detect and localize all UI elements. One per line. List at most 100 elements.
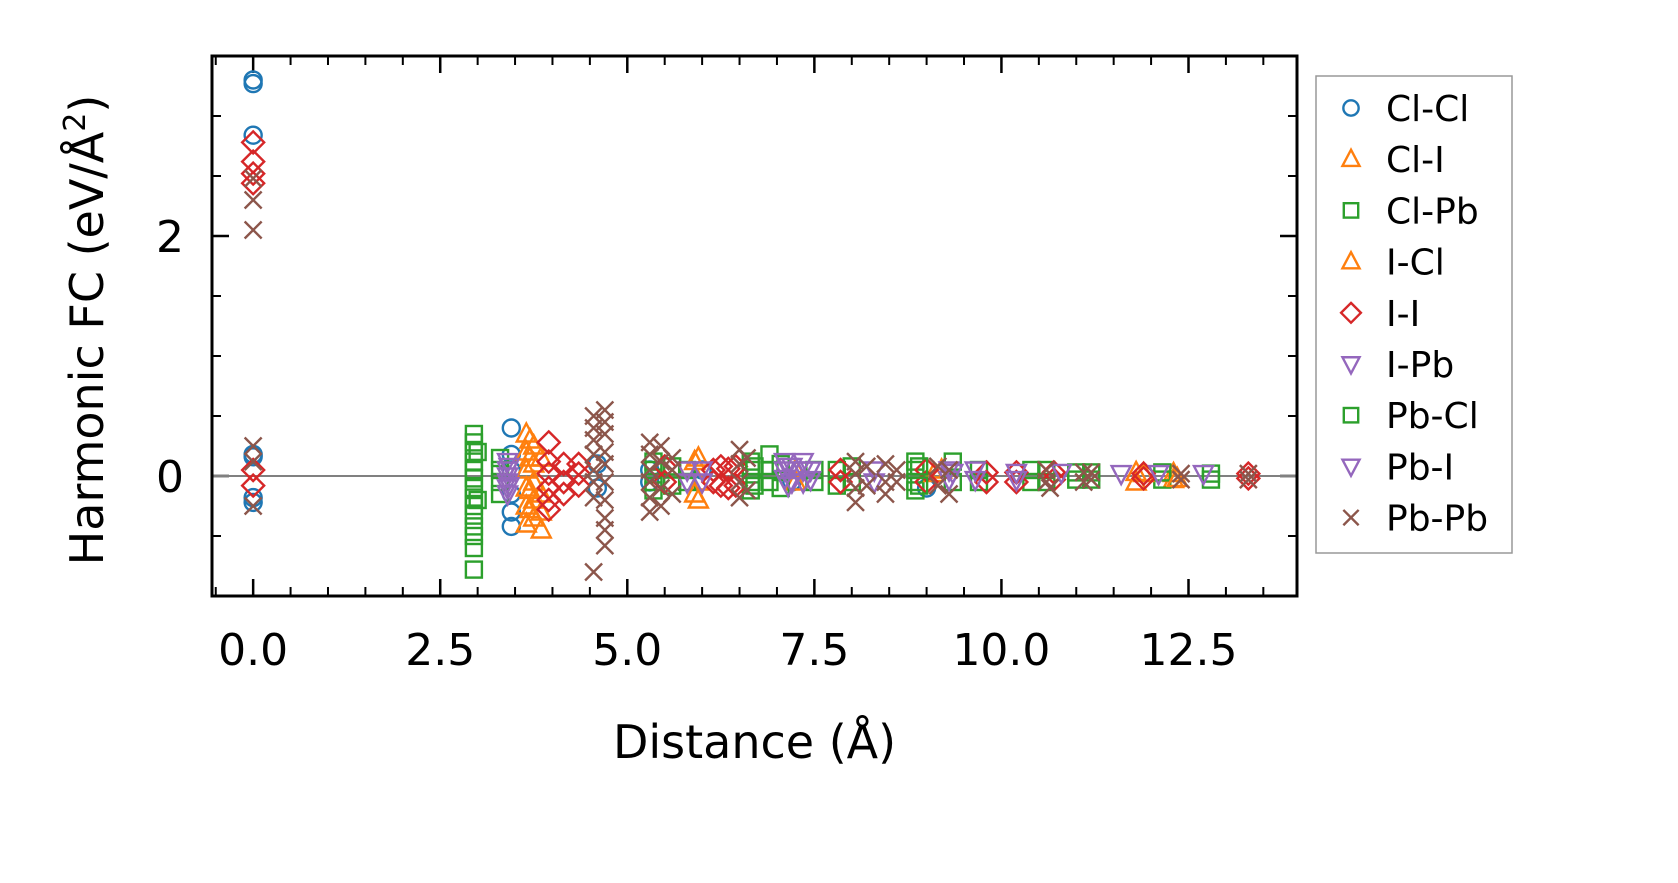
x-tick-label: 12.5 [1140, 625, 1238, 676]
legend-label: I-Cl [1386, 243, 1445, 284]
legend-entry-pb-i: Pb-I [1340, 447, 1454, 488]
legend-marker-cl-pb [1342, 201, 1360, 219]
point-i-i [565, 460, 592, 487]
point-cl-cl [243, 125, 263, 145]
point-i-i [715, 456, 742, 482]
legend-label: Pb-I [1386, 447, 1454, 488]
point-i-pb [963, 470, 987, 493]
point-i-i [723, 472, 749, 499]
legend-label: Pb-Cl [1386, 396, 1479, 437]
point-i-cl [683, 480, 707, 503]
legend-entry-i-cl: I-Cl [1340, 243, 1445, 284]
point-pb-pb [595, 520, 615, 540]
point-pb-pb [1239, 464, 1258, 483]
point-cl-i [784, 468, 808, 491]
plot-frame [210, 54, 1299, 598]
legend-entry-cl-i: Cl-I [1340, 140, 1445, 181]
point-pb-pb [1040, 478, 1060, 498]
x-tick-label: 5.0 [592, 625, 662, 676]
point-pb-pb [595, 536, 615, 555]
point-pb-pb [1171, 464, 1191, 483]
point-cl-cl [243, 73, 263, 94]
point-pb-pb [939, 484, 959, 504]
x-tick-label: 2.5 [405, 625, 475, 676]
point-pb-i [497, 457, 521, 480]
point-pb-cl [468, 442, 487, 462]
point-pb-cl [468, 490, 487, 510]
point-pb-pb [651, 452, 671, 471]
legend: Cl-Cl Cl-I Cl-Pb I-Cl I-I I-Pb Pb-Cl Pb-I Pb-Pb [1315, 75, 1513, 554]
point-i-pb [1109, 464, 1133, 487]
legend-marker-i-i [1339, 301, 1363, 325]
legend-label: I-I [1386, 294, 1420, 335]
point-pb-pb [243, 436, 263, 456]
point-i-i [1235, 465, 1262, 492]
point-pb-cl [745, 457, 764, 476]
point-pb-pb [640, 472, 660, 492]
point-i-pb [675, 473, 699, 496]
point-cl-pb [842, 472, 861, 492]
legend-entry-i-pb: I-Pb [1340, 345, 1454, 386]
point-i-pb [690, 473, 714, 496]
y-tick-label: 0 [156, 452, 184, 503]
point-i-i [827, 469, 854, 495]
legend-marker-pb-cl [1342, 406, 1360, 424]
x-tick-label: 10.0 [952, 625, 1050, 676]
point-pb-pb [846, 493, 865, 512]
legend-marker-i-cl [1340, 249, 1362, 270]
point-i-i [536, 460, 562, 487]
point-cl-pb [464, 469, 484, 488]
point-cl-i [514, 510, 538, 533]
point-pb-pb [662, 460, 682, 480]
legend-label: Cl-Pb [1386, 191, 1479, 232]
point-i-pb [780, 473, 804, 496]
x-tick-label: 7.5 [779, 625, 849, 676]
point-i-i [240, 472, 266, 499]
point-pb-pb [887, 472, 907, 492]
point-pb-pb [939, 460, 959, 480]
legend-marker-cl-cl [1342, 99, 1360, 117]
point-cl-pb [464, 506, 484, 525]
point-cl-pb [464, 496, 484, 516]
point-cl-pb [464, 517, 484, 536]
point-pb-pb [595, 424, 615, 444]
point-cl-i [686, 444, 710, 467]
point-pb-pb [243, 496, 263, 516]
legend-items: Cl-Cl Cl-I Cl-Pb I-Cl I-I I-Pb Pb-Cl Pb-I Pb-Pb [1339, 89, 1488, 540]
point-cl-cl [501, 502, 522, 522]
point-i-pb [799, 470, 823, 493]
point-pb-pb [584, 562, 603, 582]
point-i-pb [1004, 470, 1028, 493]
y-axis-label: Harmonic FC (eV/Å2) [58, 95, 114, 566]
legend-marker-i-pb [1340, 356, 1362, 377]
x-axis-label: Distance (Å) [613, 715, 896, 769]
point-pb-pb [640, 445, 660, 464]
point-pb-pb [1171, 470, 1191, 489]
point-pb-cl [745, 476, 764, 495]
point-pb-pb [640, 502, 660, 522]
y-tick-label: 2 [156, 212, 184, 263]
point-pb-pb [595, 454, 615, 474]
point-i-pb [1049, 463, 1073, 486]
point-cl-cl [501, 418, 522, 438]
point-pb-pb [651, 478, 671, 498]
point-i-i [536, 448, 562, 475]
point-pb-pb [662, 484, 682, 504]
point-pb-pb [846, 478, 865, 498]
point-pb-i [776, 457, 800, 480]
legend-label: Pb-Pb [1386, 499, 1488, 540]
point-i-cl [518, 444, 542, 467]
point-pb-pb [876, 454, 895, 474]
point-pb-pb [857, 476, 877, 495]
x-tick-label: 0.0 [218, 625, 288, 676]
point-pb-pb [928, 476, 948, 495]
point-cl-pb [464, 538, 484, 558]
point-pb-pb [595, 490, 615, 510]
point-i-pb [675, 461, 699, 484]
point-i-i [1235, 460, 1262, 487]
y-axis-label-end: ) [60, 95, 114, 113]
point-cl-i [529, 516, 553, 539]
series-i-cl [518, 426, 1189, 519]
point-cl-pb [464, 442, 484, 462]
